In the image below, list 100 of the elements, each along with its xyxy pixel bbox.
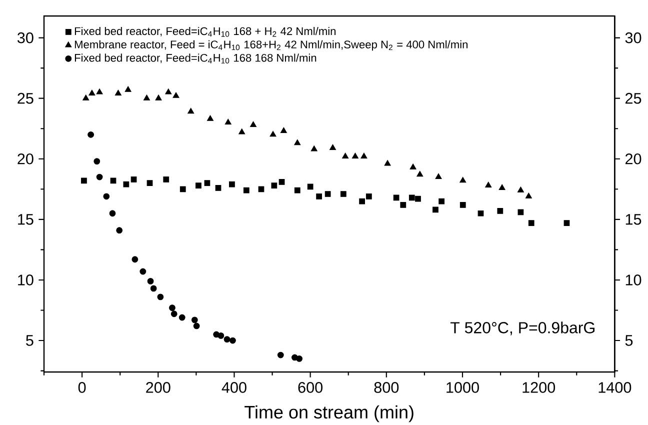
point [366, 193, 372, 200]
point [518, 209, 524, 216]
x-tick-label: 1000 [446, 382, 479, 393]
point [157, 294, 164, 300]
point [178, 314, 186, 321]
point [130, 176, 137, 182]
text: Membrane reactor, Feed = iC$_{4}$H$_{10}$ 168+H$_{2}$ 42 Nml/min,Sweep N$_{2}$ = 400 Nml/min [74, 40, 468, 51]
point [172, 92, 180, 98]
point [196, 182, 202, 188]
point [163, 176, 170, 182]
point [218, 332, 224, 339]
point [143, 94, 150, 100]
point [271, 182, 278, 188]
x-tick-label: 1200 [522, 382, 556, 393]
point [485, 182, 492, 188]
point [81, 178, 87, 184]
point [229, 181, 235, 188]
point [310, 145, 318, 152]
point [352, 152, 358, 158]
x-axis-title: Time on stream (min) [244, 405, 414, 422]
point [400, 202, 406, 208]
point [408, 194, 415, 201]
y-tick-label: 25 [626, 92, 642, 104]
point [278, 178, 285, 185]
point [188, 108, 194, 114]
point [528, 220, 534, 226]
point [416, 170, 424, 177]
point [415, 196, 421, 202]
point [110, 178, 116, 184]
y-tick-label: 10 [626, 274, 642, 286]
x-tick-label: 200 [146, 382, 170, 393]
point [116, 227, 123, 234]
point [360, 152, 368, 158]
annotation: T 520°C, P=0.9barG [450, 322, 594, 336]
point [124, 86, 132, 92]
y2-tick-label: 10 [18, 274, 34, 286]
point [147, 278, 154, 284]
point [170, 310, 178, 318]
point [280, 127, 287, 134]
x-tick-label: 0 [78, 382, 86, 393]
point [478, 210, 484, 216]
point [206, 115, 214, 121]
point [96, 174, 103, 180]
point [88, 90, 96, 96]
point [109, 210, 116, 217]
y2-tick-label: 5 [26, 335, 34, 346]
point [224, 118, 232, 125]
point [155, 94, 162, 100]
point [243, 187, 250, 194]
point [498, 184, 506, 190]
point [258, 186, 264, 192]
point [329, 144, 336, 150]
point [230, 337, 236, 344]
point [438, 198, 445, 204]
point [94, 158, 100, 165]
point [146, 180, 153, 186]
y-tick-label: 30 [625, 32, 642, 44]
point [250, 121, 257, 127]
point [150, 285, 157, 292]
point [410, 164, 416, 170]
point [294, 139, 301, 146]
point [435, 173, 442, 180]
point [169, 304, 176, 312]
point [564, 220, 570, 226]
x-tick-label: 600 [298, 382, 322, 393]
point [277, 352, 284, 358]
point [460, 202, 466, 208]
point [103, 193, 110, 200]
x-tick-label: 800 [374, 382, 399, 393]
point [193, 322, 200, 330]
point [384, 160, 391, 166]
point [96, 88, 103, 94]
point [270, 130, 276, 137]
y-tick-label: 5 [625, 335, 633, 346]
point [238, 128, 246, 134]
y-tick-label: 20 [626, 153, 642, 164]
y2-tick-label: 25 [18, 92, 34, 104]
point [525, 192, 532, 198]
y-tick-label: 15 [626, 214, 642, 225]
point [204, 180, 210, 186]
point [307, 184, 314, 190]
point [191, 316, 198, 324]
point [165, 88, 172, 94]
point [82, 94, 90, 100]
point [316, 193, 322, 200]
point [497, 208, 504, 214]
point [294, 187, 300, 194]
point [342, 152, 349, 158]
point [132, 256, 138, 263]
point [180, 186, 186, 192]
point [114, 90, 122, 96]
point [215, 185, 222, 191]
point [224, 336, 230, 343]
legend-label: Fixed bed reactor, Feed=iC$_{4}$H$_{10}$ 168 168 Nml/min [74, 54, 316, 64]
point [123, 181, 130, 188]
point [88, 131, 94, 138]
point [517, 186, 524, 192]
y2-tick-label: 30 [17, 32, 34, 44]
point [393, 194, 400, 201]
x-tick-label: 1400 [598, 382, 632, 393]
